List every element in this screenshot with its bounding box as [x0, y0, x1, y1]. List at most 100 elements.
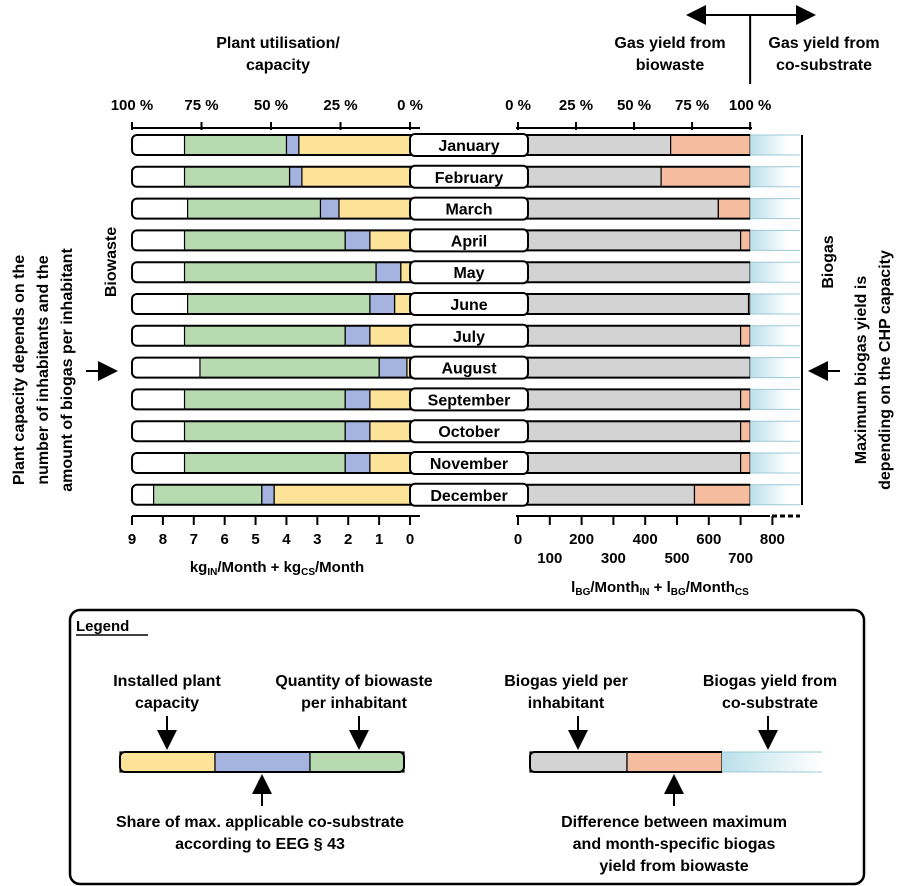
left-bar-november-s1 — [344, 452, 371, 474]
left-bar-december-s0 — [273, 484, 411, 506]
right-header-right-line2: co-substrate — [776, 57, 872, 74]
left-bar-february-s0 — [301, 166, 411, 188]
right-lower-tick-label: 300 — [601, 550, 626, 567]
left-value-tick-label: 1 — [375, 531, 383, 548]
right-bar-september-s1 — [739, 388, 751, 410]
left-bar-october-s1 — [344, 420, 371, 442]
right-bar-march-s2 — [750, 198, 789, 219]
left-bar-june-s1 — [369, 293, 396, 315]
left-bar-december-s2 — [153, 484, 263, 506]
right-bar-june-s1 — [747, 293, 751, 315]
right-bar-june-s0 — [517, 293, 750, 315]
month-label-box-december — [409, 482, 529, 507]
left-bar-july-s0 — [369, 325, 411, 347]
left-bar-january-s2 — [183, 134, 288, 156]
legend-label-difference-2: and month-specific biogas — [573, 836, 776, 853]
month-label-box-october — [409, 419, 529, 444]
legend-title: Legend — [76, 618, 129, 635]
right-header-left-line2: biowaste — [636, 57, 705, 74]
left-header-line1: Plant utilisation/ — [216, 35, 340, 52]
right-upper-tick-label: 0 — [514, 531, 522, 548]
month-label-box-january — [409, 133, 529, 157]
axes-layer — [86, 5, 840, 525]
month-label-box-july — [409, 323, 529, 348]
legend-label-quantity-2: per inhabitant — [301, 695, 407, 712]
right-bar-december-s2 — [750, 484, 789, 505]
right-lower-tick-label: 700 — [728, 550, 753, 567]
right-bar-april-s2 — [750, 230, 789, 251]
legend-box — [68, 608, 866, 886]
left-outer-label-1: Plant capacity depends on the — [11, 255, 28, 485]
left-bar-november-s2 — [183, 452, 346, 474]
left-bar-may-s1 — [375, 261, 402, 283]
month-label-march: March — [445, 202, 492, 219]
left-header-line2: capacity — [246, 57, 310, 74]
month-label-box-february — [409, 164, 529, 189]
left-bar-april-s2 — [183, 229, 346, 251]
right-pct-tick-label: 25 % — [559, 97, 593, 114]
month-label-january: January — [438, 138, 499, 155]
right-bar-august-s0 — [517, 357, 751, 379]
right-bar-february-s2 — [750, 166, 789, 187]
left-bar-july-s2 — [183, 325, 346, 347]
left-bar-may-s2 — [183, 261, 377, 283]
month-label-box-august — [409, 355, 529, 380]
legend-label-yield-inh-2: inhabitant — [528, 695, 605, 712]
left-bar-april-s0 — [369, 229, 411, 251]
right-upper-tick-label: 600 — [696, 531, 721, 548]
left-pct-tick-label: 0 % — [397, 97, 423, 114]
left-bar-april-s1 — [344, 229, 371, 251]
legend-right-bar-outline — [529, 751, 722, 773]
month-label-april: April — [451, 233, 487, 250]
legend-label-installed-2: capacity — [135, 695, 199, 712]
right-header-left-line1: Gas yield from — [614, 35, 725, 52]
right-bar-october-s2 — [750, 421, 789, 442]
left-bar-february-s1 — [288, 166, 303, 188]
legend-label-difference-1: Difference between maximum — [561, 814, 787, 831]
right-lower-tick-label: 500 — [664, 550, 689, 567]
left-pct-tick-label: 25 % — [323, 97, 357, 114]
month-label-june: June — [450, 297, 487, 314]
left-bar-march-s2 — [187, 198, 322, 220]
right-outer-label-1: Maximum biogas yield is — [853, 276, 870, 465]
legend-label-share-2: according to EEG § 43 — [175, 836, 345, 853]
month-label-may: May — [453, 265, 484, 282]
left-bar-august-s2 — [199, 357, 380, 379]
right-pct-tick-label: 75 % — [675, 97, 709, 114]
left-value-tick-label: 4 — [282, 531, 291, 548]
left-pct-tick-label: 75 % — [184, 97, 218, 114]
right-bar-january-s1 — [670, 134, 751, 156]
left-bar-may-s0 — [400, 261, 411, 283]
legend-left-bar-outline — [119, 751, 405, 773]
month-label-december: December — [430, 488, 507, 505]
left-side-label: Biowaste — [103, 227, 120, 297]
month-label-october: October — [438, 424, 499, 441]
left-outer-label-2: number of inhabitants and the — [35, 255, 52, 484]
month-label-box-november — [409, 451, 529, 475]
left-bar-march-s1 — [319, 198, 340, 220]
legend-label-difference-3: yield from biowaste — [599, 858, 748, 875]
month-label-september: September — [428, 392, 511, 409]
right-bar-november-s2 — [750, 453, 789, 473]
legend-label-share-1: Share of max. applicable co-substrate — [116, 814, 404, 831]
bars-layer — [131, 134, 800, 506]
month-label-august: August — [441, 361, 497, 378]
right-pct-tick-label: 100 % — [729, 97, 772, 114]
left-bar-january-s1 — [285, 134, 300, 156]
right-bar-january-s0 — [517, 134, 672, 156]
month-label-november: November — [430, 456, 508, 473]
left-bar-september-s2 — [183, 388, 346, 410]
legend-label-yield-cs-1: Biogas yield from — [703, 673, 837, 690]
left-bar-june-s2 — [187, 293, 371, 315]
right-outer-label-2: depending on the CHP capacity — [877, 250, 894, 490]
right-bar-september-s0 — [517, 388, 742, 410]
left-bar-september-s1 — [344, 388, 371, 410]
text-layer: January February March April May June July Augu… — [11, 35, 894, 598]
month-label-box-september — [409, 387, 529, 412]
month-label-box-may — [409, 260, 529, 285]
right-bar-january-s2 — [750, 135, 789, 155]
right-bar-august-s2 — [750, 357, 789, 378]
left-value-tick-label: 3 — [313, 531, 321, 548]
left-outer-label-3: amount of biogas per inhabitant — [59, 248, 76, 492]
